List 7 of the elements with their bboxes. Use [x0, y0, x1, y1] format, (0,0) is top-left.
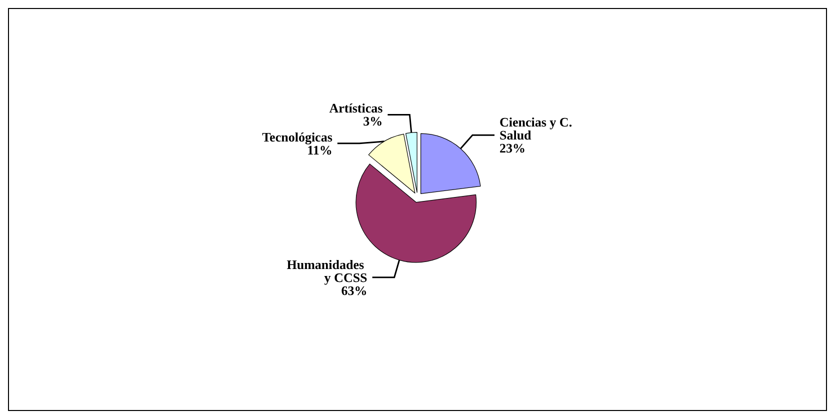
- slice-label: Humanidades y CCSS: [286, 256, 368, 285]
- data-label: 63%: [341, 282, 368, 298]
- data-label: 23%: [499, 140, 526, 156]
- slice-label: Ciencias y C. Salud: [499, 114, 576, 143]
- slice-label: Artísticas: [329, 100, 383, 116]
- slice-label: Tecnológicas: [262, 129, 332, 144]
- data-label: 3%: [363, 114, 383, 129]
